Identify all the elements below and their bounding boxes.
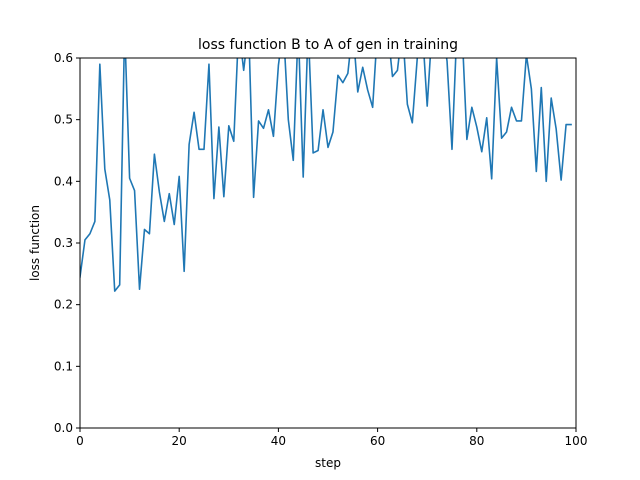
x-axis-label: step bbox=[315, 456, 341, 470]
y-tick-label: 0.6 bbox=[54, 51, 73, 65]
series-line-0 bbox=[80, 58, 572, 292]
y-axis: 0.0 0.1 0.2 0.3 0.4 0.5 0.6 bbox=[54, 51, 80, 435]
y-tick-label: 0.4 bbox=[54, 174, 73, 188]
plot-area bbox=[80, 58, 572, 292]
x-tick-label: 60 bbox=[370, 434, 385, 448]
axes-frame bbox=[79, 57, 577, 429]
y-tick-label: 0.5 bbox=[54, 113, 73, 127]
x-tick-label: 80 bbox=[469, 434, 484, 448]
y-tick-label: 0.0 bbox=[54, 421, 73, 435]
x-axis: 0 20 40 60 80 100 bbox=[76, 428, 587, 448]
y-axis-label: loss function bbox=[28, 205, 42, 281]
y-tick-label: 0.1 bbox=[54, 359, 73, 373]
x-tick-label: 0 bbox=[76, 434, 84, 448]
x-tick-label: 100 bbox=[565, 434, 588, 448]
chart-title: loss function B to A of gen in training bbox=[198, 37, 458, 53]
y-tick-label: 0.3 bbox=[54, 236, 73, 250]
y-tick-label: 0.2 bbox=[54, 298, 73, 312]
x-tick-label: 20 bbox=[172, 434, 187, 448]
x-tick-label: 40 bbox=[271, 434, 286, 448]
